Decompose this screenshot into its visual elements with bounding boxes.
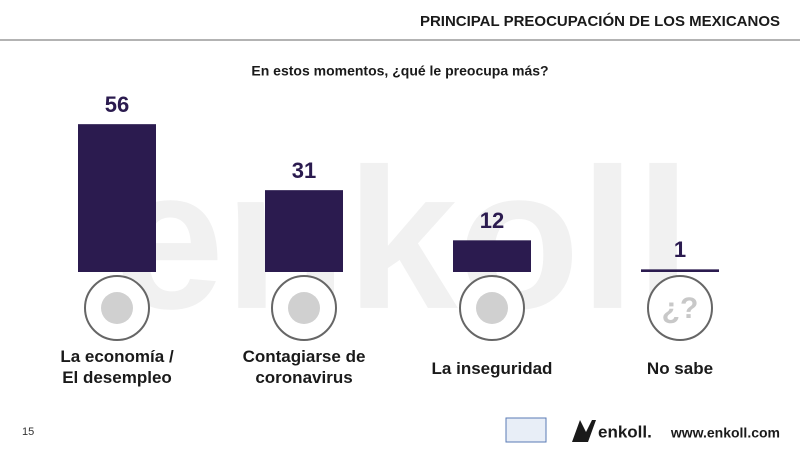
bar [265, 190, 343, 272]
value-label: 31 [292, 158, 316, 183]
header-band [0, 0, 800, 40]
logo-text: enkoll. [598, 422, 652, 441]
watermark: enkoll [113, 128, 691, 351]
value-label: 1 [674, 237, 686, 262]
bar [78, 124, 156, 272]
category-label: La economía / El desempleo [60, 347, 174, 387]
value-label: 12 [480, 208, 504, 233]
category-label: No sabe [646, 359, 714, 378]
page-number: 15 [22, 426, 34, 438]
logo-mark [572, 420, 596, 442]
bar [453, 240, 531, 272]
category-label: La inseguridad [431, 359, 553, 378]
icon-glyph [476, 292, 508, 324]
website: www.enkoll.com [670, 425, 780, 441]
value-label: 56 [105, 92, 129, 117]
category-label: Contagiarse de coronavirus [242, 347, 366, 387]
partner-logo [505, 417, 547, 443]
icon-circle [647, 275, 713, 341]
bar [641, 269, 719, 272]
chart-title: PRINCIPAL PREOCUPACIÓN DE LOS MEXICANOS [420, 12, 780, 30]
icon-glyph [288, 292, 320, 324]
icon-text: ¿? [662, 292, 699, 325]
chart-subtitle: En estos momentos, ¿qué le preocupa más? [251, 63, 548, 79]
icon-glyph [101, 292, 133, 324]
